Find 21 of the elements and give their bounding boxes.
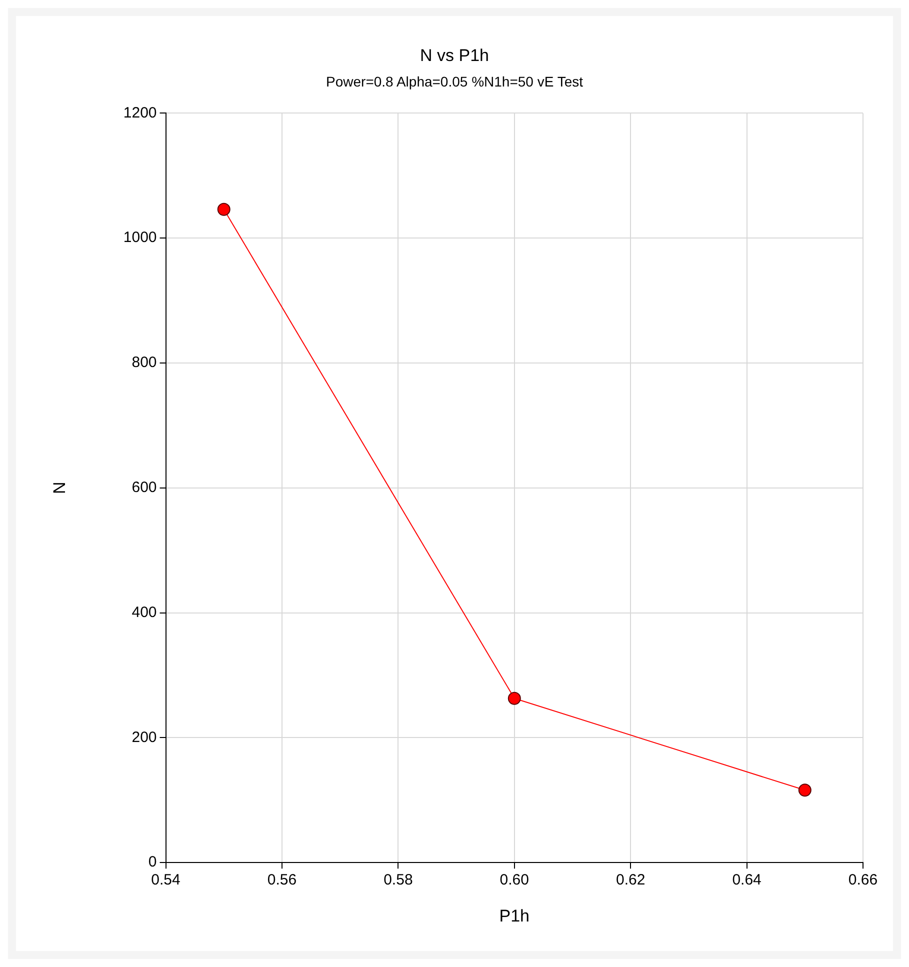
y-tick-label: 1200 xyxy=(123,104,157,122)
x-tick-label: 0.66 xyxy=(848,872,878,889)
x-tick-label: 0.54 xyxy=(151,872,180,889)
x-tick-label: 0.56 xyxy=(267,872,297,889)
y-axis-title: N xyxy=(50,482,69,494)
x-tick-label: 0.64 xyxy=(732,872,762,889)
y-tick-label: 800 xyxy=(132,354,157,372)
point xyxy=(798,784,812,797)
x-axis-title: P1h xyxy=(499,906,530,926)
x-tick-label: 0.62 xyxy=(616,872,646,889)
chart-subtitle: Power=0.8 Alpha=0.05 %N1h=50 vE Test xyxy=(326,74,584,90)
y-tick-label: 400 xyxy=(132,604,157,621)
point xyxy=(508,692,521,705)
y-tick-label: 600 xyxy=(132,479,157,496)
y-tick-label: 1000 xyxy=(123,229,157,246)
point xyxy=(217,202,230,216)
y-tick-label: 200 xyxy=(132,728,157,746)
chart-title: N vs P1h xyxy=(420,46,489,65)
x-tick-label: 0.58 xyxy=(384,872,413,889)
x-tick-label: 0.60 xyxy=(500,872,529,889)
y-tick-label: 0 xyxy=(148,854,157,871)
